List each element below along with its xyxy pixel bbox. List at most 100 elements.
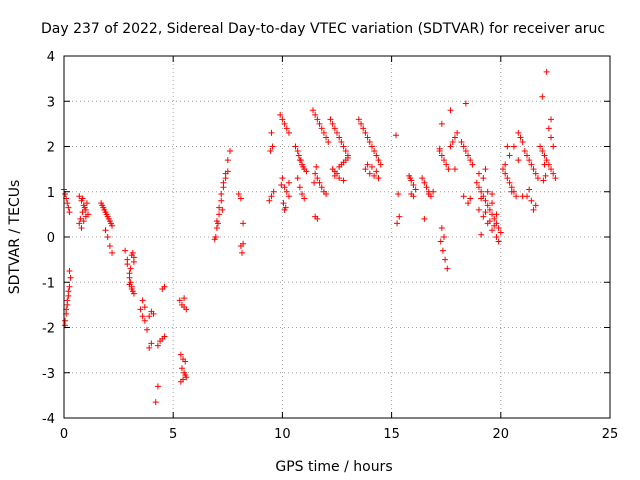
data-point <box>331 125 338 132</box>
data-points <box>61 68 559 406</box>
data-point <box>375 175 382 182</box>
data-point <box>182 358 189 365</box>
data-point <box>182 372 189 379</box>
data-point <box>430 188 437 195</box>
data-point <box>161 283 168 290</box>
data-point <box>467 195 474 202</box>
data-point <box>543 68 550 75</box>
data-point <box>480 213 487 220</box>
data-point <box>366 170 373 177</box>
data-point <box>220 179 227 186</box>
data-point <box>178 365 185 372</box>
data-point <box>493 234 500 240</box>
data-point <box>268 129 275 136</box>
y-tick-label: 2 <box>47 141 55 156</box>
x-axis-label: GPS time / hours <box>275 459 392 475</box>
data-point <box>442 256 449 263</box>
data-point <box>280 200 287 207</box>
data-point <box>454 129 461 136</box>
data-point <box>240 220 247 227</box>
data-point <box>491 215 498 222</box>
data-point <box>407 175 414 182</box>
y-tick-label: 1 <box>47 186 55 201</box>
data-point <box>445 166 452 173</box>
data-point <box>475 170 482 177</box>
data-point <box>267 148 274 155</box>
data-point <box>515 129 522 136</box>
data-point <box>392 132 399 139</box>
data-point <box>438 152 445 159</box>
data-point <box>493 211 500 218</box>
data-point <box>489 227 496 234</box>
data-point <box>528 161 535 168</box>
data-point <box>316 120 323 127</box>
data-point <box>410 193 417 200</box>
data-point <box>270 188 277 195</box>
data-point <box>216 211 223 218</box>
data-point <box>441 234 448 240</box>
data-point <box>67 274 74 281</box>
data-point <box>66 209 73 216</box>
data-point <box>109 249 116 256</box>
data-point <box>497 229 504 236</box>
data-point <box>313 163 320 170</box>
data-point <box>395 191 402 198</box>
data-point <box>396 213 403 220</box>
data-point <box>316 179 323 186</box>
data-point <box>103 211 110 218</box>
data-point <box>502 161 509 168</box>
data-point <box>506 179 513 186</box>
data-point <box>451 134 458 141</box>
data-point <box>318 125 325 132</box>
data-point <box>66 283 73 290</box>
data-point <box>240 240 247 247</box>
data-point <box>214 220 221 227</box>
data-point <box>373 152 380 159</box>
data-point <box>377 161 384 168</box>
data-point <box>550 143 557 150</box>
x-tick-label: 0 <box>60 427 68 442</box>
data-point <box>371 148 378 155</box>
data-point <box>478 195 485 202</box>
data-point <box>513 193 520 200</box>
axis-ticks: 0 5 10 15 20 25 -4 -3 -2 -1 0 1 2 3 4 <box>42 50 618 442</box>
data-point <box>327 116 334 123</box>
data-point <box>180 376 187 383</box>
data-point <box>279 175 286 182</box>
data-point <box>439 247 446 254</box>
data-point <box>139 297 146 304</box>
data-point <box>218 191 225 198</box>
data-point <box>150 310 157 317</box>
data-point <box>294 175 301 182</box>
data-point <box>336 134 343 141</box>
data-point <box>460 193 467 200</box>
data-point <box>336 175 343 182</box>
data-point <box>394 220 401 227</box>
data-point <box>475 206 482 213</box>
data-point <box>122 247 129 254</box>
data-point <box>64 200 71 207</box>
data-point <box>323 134 330 141</box>
data-point <box>311 179 318 186</box>
data-point <box>499 166 506 173</box>
data-point <box>360 125 367 132</box>
x-tick-label: 10 <box>274 427 291 442</box>
data-point <box>506 152 513 159</box>
data-point <box>104 234 111 240</box>
data-point <box>181 295 188 302</box>
data-point <box>419 175 426 182</box>
data-point <box>482 197 489 204</box>
data-point <box>177 351 184 358</box>
data-point <box>318 184 325 191</box>
data-point <box>320 129 327 136</box>
x-tick-label: 15 <box>383 427 400 442</box>
data-point <box>301 195 308 202</box>
data-point <box>510 143 517 150</box>
y-tick-label: -1 <box>42 276 55 291</box>
data-point <box>460 143 467 150</box>
data-point <box>76 220 83 227</box>
data-point <box>342 148 349 155</box>
data-point <box>340 143 347 150</box>
data-point <box>486 206 493 213</box>
